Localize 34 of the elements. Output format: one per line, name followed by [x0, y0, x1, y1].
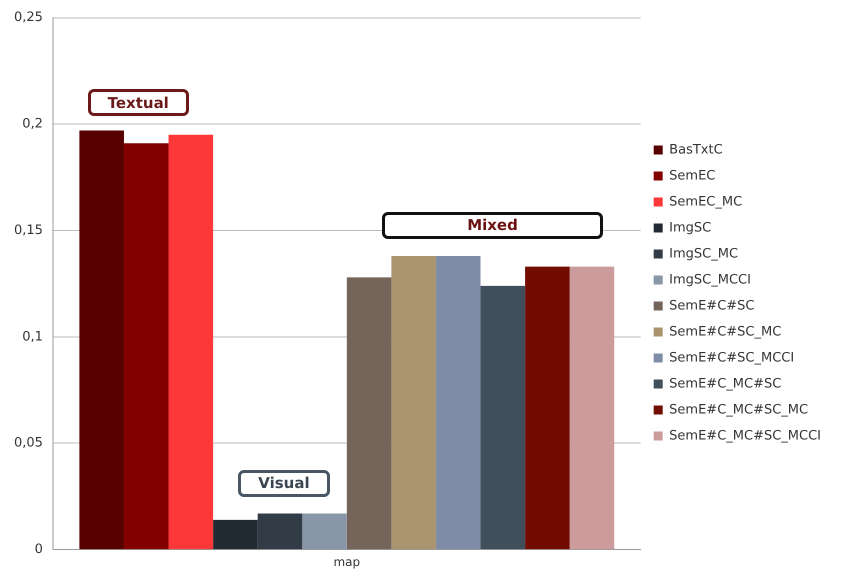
legend-label: SemE#C_MC#SC_MC	[669, 402, 808, 418]
x-tick-label: map	[333, 554, 360, 569]
y-tick-label: 0,25	[14, 10, 43, 26]
y-tick-label: 0,15	[14, 222, 43, 238]
bar	[436, 256, 481, 550]
bar	[525, 266, 570, 550]
legend-label: SemE#C_MC#SC_MCCI	[669, 428, 822, 444]
legend-label: SemEC	[669, 168, 716, 184]
y-tick-label: 0,2	[22, 116, 43, 132]
legend-label: SemEC_MC	[669, 194, 742, 210]
bar	[480, 286, 526, 550]
rounded-label-box: Textual	[88, 89, 189, 116]
legend-label: SemE#C#SC_MCCI	[669, 350, 794, 366]
legend-label: BasTxtC	[669, 142, 723, 158]
y-tick-label: 0	[34, 542, 43, 557]
y-tick-label: 0,1	[22, 329, 43, 344]
legend-label: SemE#C#SC	[669, 298, 755, 314]
y-tick-label: 0,05	[14, 436, 43, 451]
bar	[168, 134, 214, 550]
bar	[570, 266, 614, 550]
bar	[213, 520, 258, 550]
rounded-label-box: Visual	[238, 470, 330, 497]
legend-label: SemE#C_MC#SC	[669, 376, 782, 392]
rounded-label-box: Mixed	[382, 212, 603, 239]
bar	[346, 277, 392, 550]
legend-label: ImgSC_MCCI	[669, 272, 751, 288]
bar	[79, 130, 124, 550]
bar	[391, 256, 436, 550]
bar	[302, 513, 347, 550]
bar	[124, 143, 169, 550]
bar	[258, 513, 302, 550]
legend-label: ImgSC_MC	[669, 246, 738, 262]
legend-label: ImgSC	[669, 220, 712, 236]
legend-label: SemE#C#SC_MC	[669, 324, 782, 340]
